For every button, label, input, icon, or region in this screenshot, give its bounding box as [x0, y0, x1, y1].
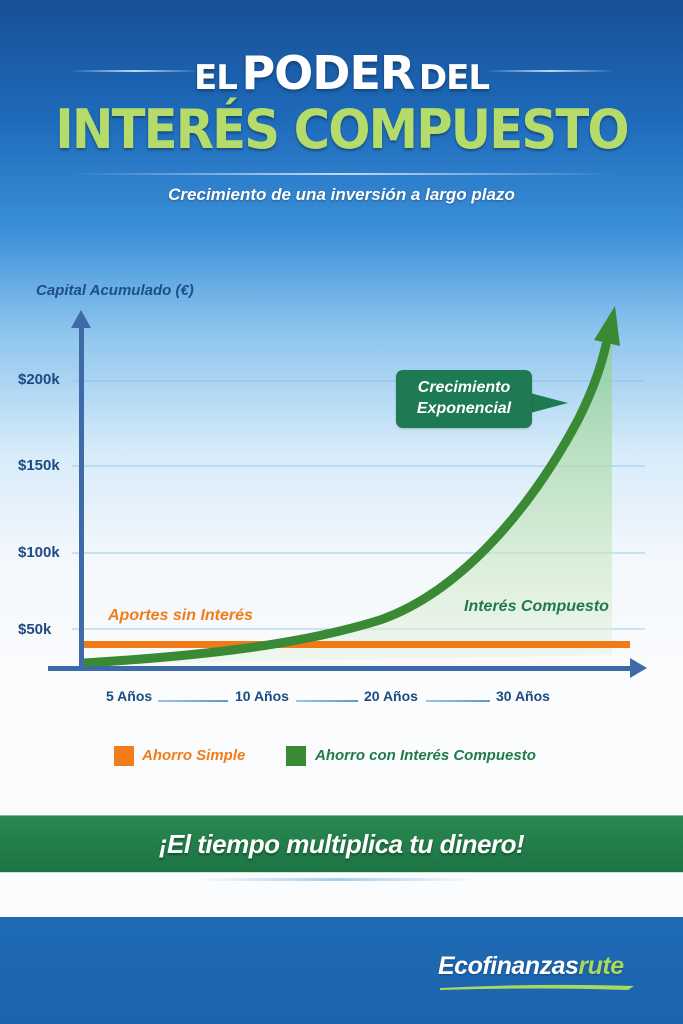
title-divider: [70, 173, 615, 175]
page-title-line1: EL PODER DEL: [0, 46, 683, 100]
compound-interest-curve: [79, 340, 611, 668]
title-prefix: EL: [193, 58, 238, 98]
logo-part2: rute: [578, 952, 624, 980]
x-tick-30: 30 Años: [496, 688, 550, 704]
x-tick-separator: [426, 700, 490, 702]
y-axis-title: Capital Acumulado (€): [36, 282, 194, 299]
simple-savings-line: [84, 641, 630, 648]
y-tick-200k: $200k: [18, 371, 60, 388]
x-axis-arrow-icon: [630, 658, 647, 678]
page-title-line2: INTERÉS COMPUESTO: [55, 98, 629, 161]
legend-swatch-compound: [286, 746, 306, 766]
chart-plot: [48, 306, 647, 678]
chart-legend: Ahorro Simple Ahorro con Interés Compues…: [0, 746, 683, 770]
header: EL PODER DEL INTERÉS COMPUESTO Crecimien…: [0, 0, 683, 230]
x-tick-10: 10 Años: [235, 688, 289, 704]
series-label-compound: Interés Compuesto: [464, 598, 609, 615]
callout-line1: Crecimiento: [417, 379, 511, 396]
legend-label-compound: Ahorro con Interés Compuesto: [315, 747, 536, 764]
brand-logo[interactable]: Ecofinanzasrute: [438, 952, 634, 990]
x-axis: [48, 666, 630, 671]
y-axis-arrow-icon: [71, 310, 91, 328]
curve-arrowhead-icon: [594, 306, 620, 346]
legend-label-simple: Ahorro Simple: [142, 747, 246, 764]
banner-underline: [196, 878, 476, 881]
x-tick-separator: [296, 700, 358, 702]
legend-swatch-simple: [114, 746, 134, 766]
tagline-banner: ¡El tiempo multiplica tu dinero!: [0, 815, 683, 873]
logo-part1: Ecofinanzas: [438, 952, 579, 980]
title-main: PODER: [241, 46, 415, 100]
callout-line2: Exponencial: [416, 400, 512, 417]
title-suffix: DEL: [418, 58, 490, 98]
footer: Ecofinanzasrute: [0, 917, 683, 1024]
y-axis: [79, 322, 84, 668]
y-tick-50k: $50k: [18, 621, 52, 638]
y-tick-100k: $100k: [18, 544, 60, 561]
x-tick-separator: [158, 700, 228, 702]
title-decoration-left: [70, 70, 200, 72]
tagline-text: ¡El tiempo multiplica tu dinero!: [158, 829, 525, 859]
page-subtitle: Crecimiento de una inversión a largo pla…: [168, 185, 515, 204]
logo-swoosh-icon: [440, 984, 634, 990]
x-tick-20: 20 Años: [364, 688, 418, 704]
title-decoration-right: [485, 70, 615, 72]
compound-area-fill: [84, 330, 612, 665]
series-label-simple: Aportes sin Interés: [108, 607, 253, 624]
x-tick-5: 5 Años: [106, 688, 153, 704]
exponential-growth-callout: Crecimiento Exponencial: [396, 370, 532, 428]
callout-pointer: [530, 393, 568, 413]
y-tick-150k: $150k: [18, 457, 60, 474]
